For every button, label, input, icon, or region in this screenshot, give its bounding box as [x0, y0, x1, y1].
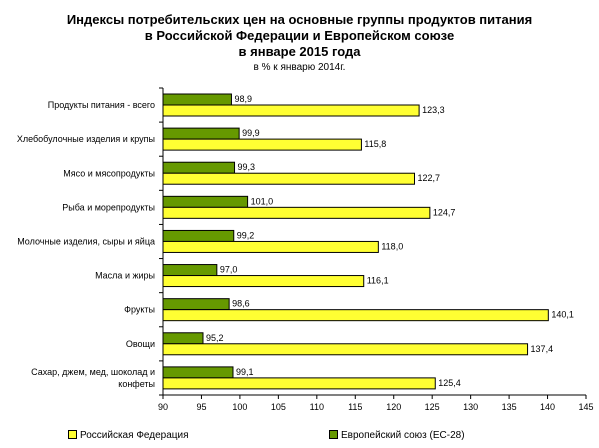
legend-item-eu: Европейский союз (ЕС-28)	[329, 430, 465, 441]
chart-title-line-3: в январе 2015 года	[238, 44, 361, 59]
bar-eu-7	[162, 332, 204, 345]
data-label-russia-8: 125,4	[438, 378, 461, 388]
bar-russia-2	[162, 172, 415, 185]
x-tick-label-5: 115	[348, 402, 362, 412]
data-label-eu-6: 98,6	[232, 299, 250, 309]
x-tick-label-2: 100	[232, 402, 247, 412]
x-tick-label-11: 145	[578, 402, 593, 412]
x-tick-label-3: 105	[271, 402, 286, 412]
data-label-eu-5: 97,0	[220, 265, 238, 275]
data-label-russia-1: 115,8	[364, 139, 386, 149]
bar-eu-2	[162, 161, 236, 174]
chart-title-block: Индексы потребительских цен на основные …	[0, 12, 599, 75]
bar-russia-8	[162, 377, 436, 390]
bar-eu-4	[162, 229, 235, 242]
category-label-0: Продукты питания - всего	[48, 100, 155, 110]
category-label-3: Рыба и морепродукты	[62, 202, 155, 212]
x-tick-label-8: 130	[463, 402, 478, 412]
bar-eu-1	[162, 127, 240, 140]
data-label-russia-6: 140,1	[551, 310, 574, 320]
category-label-2: Мясо и мясопродукты	[63, 168, 155, 178]
x-tick-label-9: 135	[502, 402, 517, 412]
data-label-russia-2: 122,7	[417, 173, 440, 183]
x-tick-label-1: 95	[196, 402, 206, 412]
bar-russia-4	[162, 240, 379, 253]
data-label-russia-4: 118,0	[381, 241, 403, 251]
chart-subtitle: в % к январю 2014г.	[253, 62, 346, 73]
data-label-eu-2: 99,3	[238, 162, 256, 172]
bar-eu-5	[162, 264, 218, 277]
data-label-eu-7: 95,2	[206, 333, 224, 343]
legend-swatch-eu	[329, 430, 338, 439]
data-label-eu-1: 99,9	[242, 128, 260, 138]
data-label-russia-7: 137,4	[531, 344, 554, 354]
bar-russia-6	[162, 309, 549, 322]
x-tick-label-10: 140	[540, 402, 555, 412]
data-label-eu-8: 99,1	[236, 367, 254, 377]
legend-item-russia: Российская Федерация	[68, 430, 189, 441]
category-label-5: Масла и жиры	[95, 271, 155, 281]
bar-russia-3	[162, 206, 431, 219]
bar-eu-6	[162, 298, 230, 311]
category-label-4: Молочные изделия, сыры и яйца	[17, 237, 155, 247]
data-label-eu-3: 101,0	[251, 196, 274, 206]
bar-eu-0	[162, 93, 232, 106]
legend-swatch-russia	[68, 430, 77, 439]
data-label-russia-3: 124,7	[433, 207, 456, 217]
bar-russia-5	[162, 275, 365, 288]
category-label-6: Фрукты	[124, 305, 155, 315]
category-label-7: Овощи	[126, 339, 155, 349]
bar-russia-0	[162, 104, 420, 117]
x-tick-label-4: 110	[310, 402, 324, 412]
legend-label-eu: Европейский союз (ЕС-28)	[341, 430, 465, 441]
data-label-russia-0: 123,3	[422, 105, 445, 115]
x-tick-label-7: 125	[425, 402, 440, 412]
bar-eu-3	[162, 195, 249, 208]
category-label-1: Хлебобулочные изделия и крупы	[17, 134, 155, 144]
chart-title-line-1: Индексы потребительских цен на основные …	[66, 12, 533, 27]
data-label-eu-4: 99,2	[237, 230, 255, 240]
data-label-eu-0: 98,9	[234, 94, 252, 104]
bar-eu-8	[162, 366, 234, 379]
x-tick-label-0: 90	[158, 402, 168, 412]
category-label-8-1: конфеты	[118, 379, 155, 389]
data-label-russia-5: 116,1	[367, 276, 389, 286]
x-tick-label-6: 120	[386, 402, 401, 412]
legend-label-russia: Российская Федерация	[80, 430, 189, 441]
chart-title-line-2: в Российской Федерации и Европейском сою…	[144, 28, 455, 43]
bar-russia-7	[162, 343, 529, 356]
bar-russia-1	[162, 138, 362, 151]
category-label-8-0: Сахар, джем, мед, шоколад и	[31, 367, 155, 377]
